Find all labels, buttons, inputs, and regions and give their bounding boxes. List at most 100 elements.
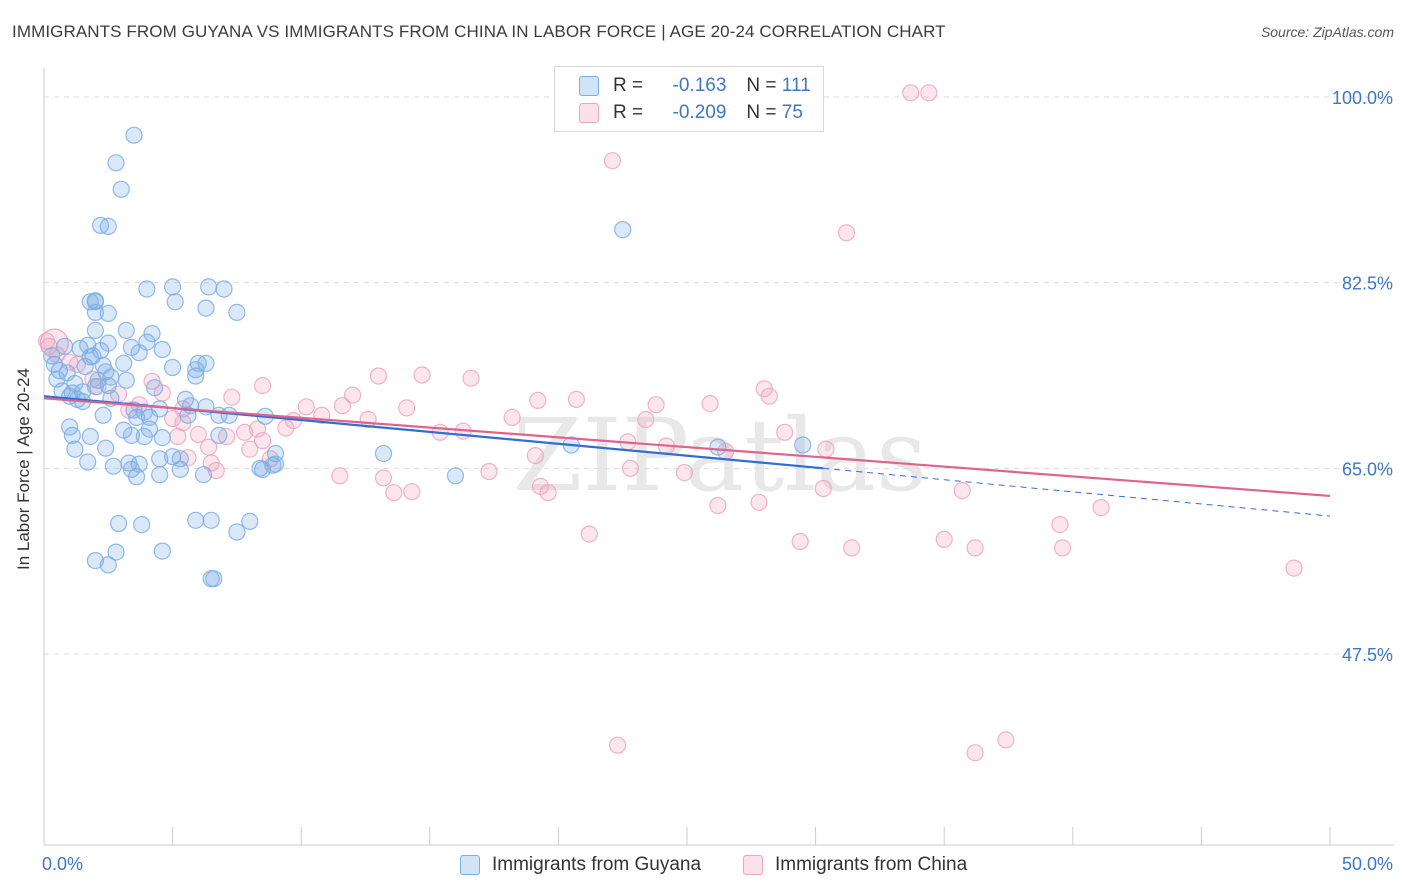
guyana-point	[86, 303, 105, 321]
guyana-point	[187, 367, 205, 385]
china-point	[760, 387, 778, 405]
china-point	[1051, 515, 1069, 534]
legend-r-label: R =	[613, 75, 644, 96]
china-point	[608, 736, 627, 754]
guyana-point	[79, 453, 97, 471]
legend-n-label: N =	[746, 75, 777, 96]
source-label: Source: ZipAtlas.com	[1260, 24, 1394, 40]
china-point	[369, 367, 387, 385]
x-tick-label-max: 50.0%	[1342, 854, 1393, 874]
china-point	[1092, 499, 1110, 517]
china-point	[331, 467, 349, 485]
china-point	[966, 539, 984, 557]
china-point	[842, 539, 861, 557]
guyana-point	[709, 438, 727, 456]
axes	[43, 68, 1394, 846]
guyana-point	[102, 368, 120, 386]
guyana-point	[794, 436, 812, 454]
china-point	[207, 461, 225, 480]
legend-n-china: 75	[781, 102, 803, 123]
guyana-point	[86, 551, 105, 570]
china-point	[953, 482, 971, 500]
china-point	[236, 423, 254, 441]
legend-n-guyana: 111	[781, 75, 811, 96]
guyana-point	[164, 358, 182, 377]
china-point	[621, 459, 640, 477]
guyana-point	[99, 334, 117, 352]
china-points	[37, 84, 1303, 762]
china-point	[297, 398, 315, 416]
china-point	[791, 532, 809, 551]
guyana-point	[97, 439, 115, 457]
guyana-point	[614, 221, 632, 239]
guyana-point	[374, 444, 393, 463]
guyana-point	[94, 406, 112, 424]
guyana-point	[202, 511, 220, 529]
watermark: ZIPatlas	[513, 397, 928, 514]
guyana-point	[122, 426, 140, 444]
china-point	[223, 388, 241, 406]
guyana-point	[130, 455, 148, 473]
guyana-point	[151, 400, 169, 418]
guyana-point	[112, 180, 130, 198]
guyana-point	[133, 515, 151, 534]
guyana-point	[107, 154, 125, 172]
y-axis-label: In Labor Force | Age 20-24	[14, 368, 33, 570]
legend-row-china: R = -0.209 N = 75	[579, 100, 803, 126]
china-point	[480, 462, 498, 481]
y-tick-label: 82.5%	[1342, 274, 1393, 294]
grid-lines	[44, 96, 1393, 655]
y-tick-label: 100.0%	[1332, 88, 1393, 108]
china-point	[344, 386, 362, 404]
guyana-point	[109, 514, 128, 533]
guyana-point	[81, 427, 99, 446]
china-point	[709, 496, 727, 515]
guyana-point	[194, 466, 213, 484]
china-point	[750, 493, 768, 511]
china-point	[814, 479, 832, 498]
guyana-point	[107, 543, 125, 561]
china-point	[637, 410, 655, 429]
legend-swatch-guyana	[579, 76, 599, 96]
guyana-point	[220, 406, 238, 424]
guyana-point	[86, 321, 105, 339]
guyana-point	[228, 523, 246, 541]
guyana-point	[197, 354, 215, 372]
china-point	[935, 530, 953, 549]
legend-r-label: R =	[613, 102, 644, 123]
china-point	[539, 484, 557, 502]
tick-labels: 47.5% 65.0% 82.5% 100.0% 0.0% 50.0%	[42, 88, 1393, 874]
guyana-point	[104, 457, 123, 475]
legend-r-guyana: -0.163	[672, 75, 727, 96]
china-point	[966, 744, 984, 762]
guyana-point	[138, 280, 156, 298]
china-point	[920, 84, 938, 102]
legend-r-china: -0.209	[672, 102, 727, 123]
guyana-point	[99, 217, 117, 235]
guyana-point	[215, 280, 233, 298]
china-point	[333, 397, 351, 415]
guyana-points	[43, 126, 812, 588]
guyana-point	[117, 321, 135, 339]
china-trend-line	[43, 397, 1331, 498]
legend-n-label: N =	[746, 102, 777, 123]
bottom-legend-china: Immigrants from China	[743, 852, 967, 878]
guyana-point	[176, 390, 195, 408]
guyana-point	[117, 371, 135, 389]
guyana-point	[138, 333, 156, 351]
legend-swatch-china	[579, 103, 599, 123]
guyana-point	[66, 440, 84, 458]
china-point	[817, 440, 835, 458]
china-point	[189, 425, 207, 443]
china-point	[647, 396, 665, 414]
china-point	[503, 408, 521, 426]
guyana-point	[140, 420, 159, 438]
guyana-point	[153, 340, 171, 359]
china-point	[529, 391, 547, 409]
guyana-point	[200, 278, 218, 296]
guyana-point	[153, 429, 171, 447]
china-point	[580, 525, 598, 543]
china-point	[902, 84, 920, 102]
guyana-point	[151, 466, 169, 484]
guyana-point	[171, 460, 189, 478]
